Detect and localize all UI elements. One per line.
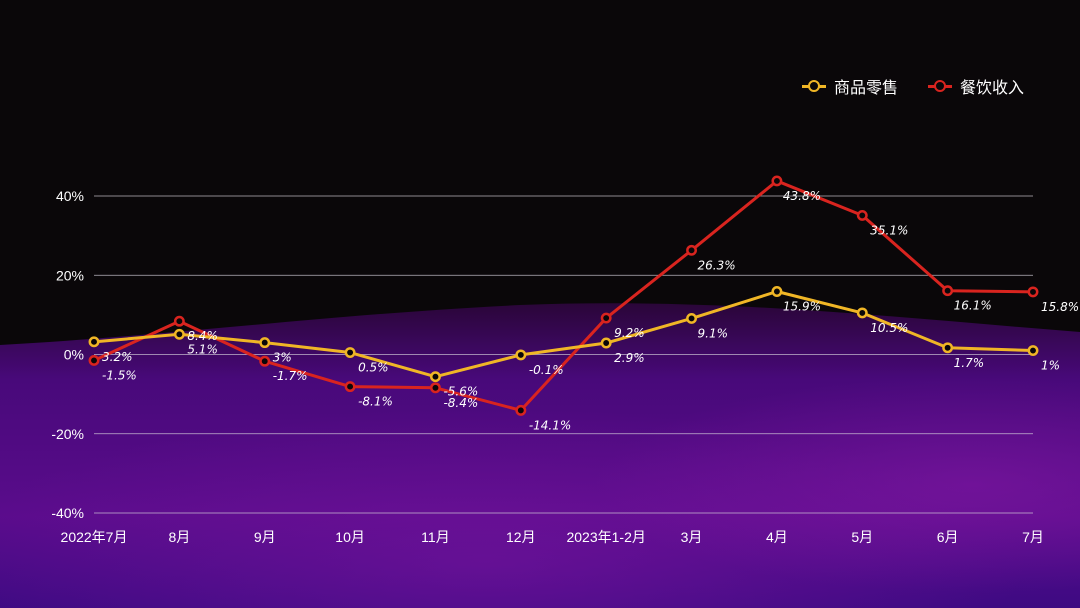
data-label-retail: 10.5% (870, 321, 908, 335)
x-tick-label: 12月 (506, 529, 536, 545)
data-label-retail: 15.9% (783, 299, 821, 313)
y-tick-label: -40% (51, 505, 84, 521)
data-label-retail: 1% (1041, 359, 1060, 373)
x-axis-ticks: 2022年7月 8月 9月 10月 11月 12月 2023年1-2月 3月 4月 5月 6月 7月 (61, 529, 1044, 545)
data-label-retail: -5.6% (443, 385, 478, 399)
legend-label-catering: 餐饮收入 (959, 78, 1024, 97)
x-tick-label: 2022年7月 (61, 529, 128, 545)
data-point-catering[interactable] (173, 315, 185, 327)
data-point-retail[interactable] (856, 307, 868, 319)
x-tick-label: 5月 (851, 529, 873, 545)
data-point-catering[interactable] (686, 244, 697, 256)
data-point-catering[interactable] (430, 382, 441, 394)
legend: 商品零售 餐饮收入 (801, 74, 1024, 98)
data-point-retail[interactable] (515, 349, 527, 361)
x-tick-label: 9月 (254, 529, 276, 545)
data-point-retail[interactable] (88, 336, 100, 348)
data-label-retail: 1.7% (954, 356, 985, 370)
data-point-catering[interactable] (600, 312, 612, 324)
data-point-retail[interactable] (600, 337, 612, 349)
data-label-catering: 43.8% (783, 189, 821, 203)
legend-entry-catering[interactable]: 餐饮收入 (927, 74, 1024, 98)
x-tick-label: 11月 (421, 529, 450, 545)
series-line-catering (93, 179, 1034, 412)
data-point-catering[interactable] (942, 285, 954, 297)
data-label-retail: -0.1% (529, 363, 564, 377)
y-tick-label: 40% (56, 188, 84, 204)
data-label-catering: 15.8% (1041, 300, 1079, 314)
data-label-catering: 35.1% (870, 223, 908, 237)
data-point-retail[interactable] (344, 347, 356, 358)
x-tick-label: 2023年1-2月 (566, 529, 645, 545)
data-point-catering[interactable] (515, 404, 527, 416)
data-point-catering[interactable] (1027, 286, 1039, 298)
data-label-retail: 0.5% (358, 361, 389, 375)
data-label-catering: -8.4% (443, 396, 478, 410)
data-point-catering[interactable] (856, 209, 868, 221)
data-label-retail: 9.1% (698, 326, 729, 340)
legend-marker-retail (801, 79, 826, 93)
data-labels: 3.2% 5.1% 3% 0.5% -5.6% -0.1% 2.9% 9.1% 15.9% 10.… (102, 189, 1079, 432)
x-tick-label: 10月 (335, 529, 365, 545)
data-label-catering: 26.3% (698, 258, 736, 272)
data-label-retail: 5.1% (187, 342, 218, 356)
y-axis-ticks: 40% 20% 0% -20% -40% (51, 188, 84, 521)
data-point-retail[interactable] (173, 328, 185, 340)
legend-label-retail: 商品零售 (833, 78, 898, 97)
data-point-catering[interactable] (259, 355, 271, 367)
x-tick-label: 4月 (766, 529, 788, 545)
data-label-retail: 3.2% (102, 350, 133, 364)
legend-entry-retail[interactable]: 商品零售 (801, 74, 898, 98)
series-line-retail (93, 289, 1034, 379)
data-point-retail[interactable] (942, 342, 954, 354)
data-point-retail[interactable] (771, 286, 783, 297)
data-point-retail[interactable] (1027, 345, 1039, 356)
data-label-retail: 3% (273, 351, 292, 365)
data-point-catering[interactable] (344, 381, 356, 393)
data-label-catering: 8.4% (187, 329, 218, 343)
data-point-catering[interactable] (771, 175, 783, 187)
data-label-retail: 2.9% (614, 351, 645, 365)
data-point-catering[interactable] (88, 354, 100, 366)
data-label-catering: 9.2% (614, 326, 645, 340)
series-lines (88, 175, 1039, 416)
data-label-catering: -1.7% (273, 369, 308, 383)
y-tick-label: 0% (64, 347, 84, 363)
data-label-catering: -8.1% (358, 395, 393, 409)
x-tick-label: 6月 (937, 529, 959, 545)
legend-marker-catering (927, 79, 952, 93)
data-point-retail[interactable] (430, 371, 441, 383)
data-point-retail[interactable] (686, 312, 697, 324)
x-tick-label: 7月 (1022, 529, 1044, 545)
data-label-catering: -1.5% (102, 368, 137, 382)
data-label-catering: -14.1% (529, 418, 571, 432)
data-point-retail[interactable] (259, 337, 271, 349)
x-tick-label: 3月 (681, 529, 703, 545)
data-label-catering: 16.1% (954, 299, 992, 313)
x-tick-label: 8月 (168, 529, 190, 545)
y-tick-label: 20% (56, 267, 84, 283)
y-tick-label: -20% (51, 426, 84, 442)
